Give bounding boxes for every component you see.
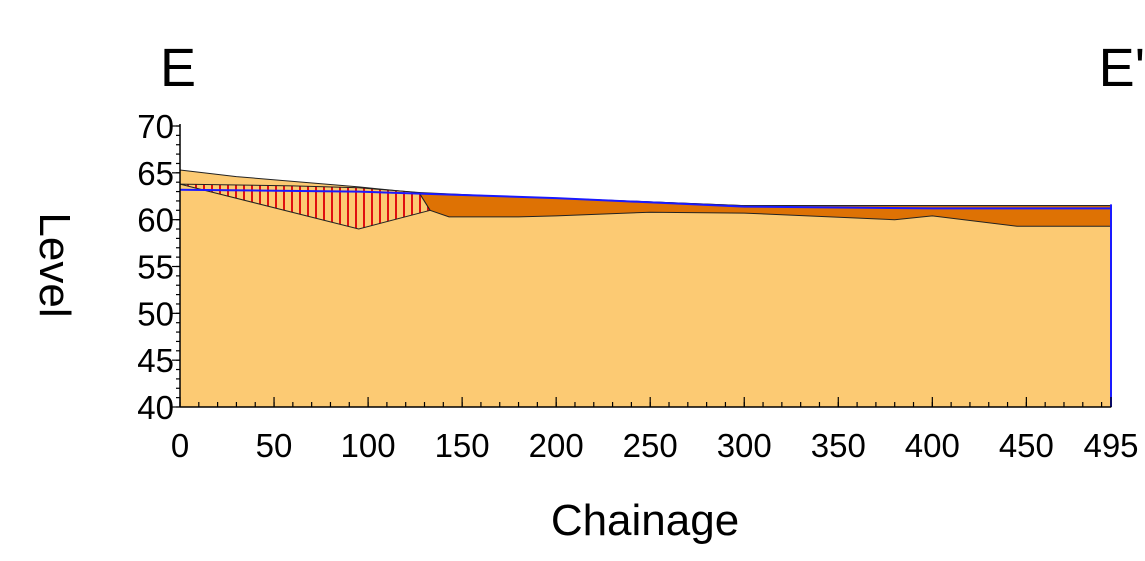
x-tick-label: 100	[341, 427, 396, 464]
y-tick-label: 55	[137, 249, 174, 286]
y-tick-label: 50	[137, 295, 174, 332]
y-tick-label: 45	[137, 342, 174, 379]
x-tick-label: 495	[1083, 427, 1138, 464]
x-tick-label: 400	[905, 427, 960, 464]
y-tick-label: 70	[137, 108, 174, 145]
x-tick-label: 350	[811, 427, 866, 464]
x-tick-label: 200	[529, 427, 584, 464]
y-tick-label: 65	[137, 155, 174, 192]
water-level-line	[179, 188, 1111, 210]
x-tick-label: 450	[999, 427, 1054, 464]
y-axis-title: Level	[30, 212, 79, 317]
soil-layers	[179, 169, 1112, 408]
axes: 0 50 100 150 200 250 300 350 400 450 495 40 45 50 55 60…	[137, 108, 1138, 464]
x-tick-label: 300	[717, 427, 772, 464]
x-tick-label: 150	[435, 427, 490, 464]
section-end-label: E'	[1099, 38, 1145, 98]
x-axis-title: Chainage	[551, 496, 739, 545]
x-tick-label: 250	[623, 427, 678, 464]
y-tick-label: 60	[137, 202, 174, 239]
soil-layer-7	[179, 183, 431, 230]
x-tick-label: 50	[256, 427, 293, 464]
y-tick-label: 40	[137, 389, 174, 426]
section-start-label: E	[160, 38, 196, 98]
x-tick-label: 0	[171, 427, 189, 464]
